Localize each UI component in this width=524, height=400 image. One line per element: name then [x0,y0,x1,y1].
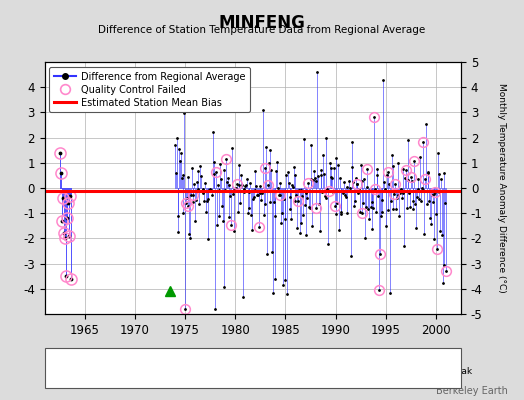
Text: ◆: ◆ [52,366,61,376]
Y-axis label: Monthly Temperature Anomaly Difference (°C): Monthly Temperature Anomaly Difference (… [497,83,506,293]
Text: Record Gap: Record Gap [170,367,223,376]
Text: MINFENG: MINFENG [219,14,305,32]
Text: Station Move: Station Move [63,367,123,376]
Text: Berkeley Earth: Berkeley Earth [436,386,508,396]
Text: ■: ■ [390,366,401,376]
Text: ▲: ▲ [160,366,168,376]
Text: Time of Obs. Change: Time of Obs. Change [270,367,364,376]
Text: ▼: ▼ [259,366,268,376]
Text: Empirical Break: Empirical Break [401,367,472,376]
Legend: Difference from Regional Average, Quality Control Failed, Estimated Station Mean: Difference from Regional Average, Qualit… [49,67,250,112]
Text: Difference of Station Temperature Data from Regional Average: Difference of Station Temperature Data f… [99,25,425,35]
